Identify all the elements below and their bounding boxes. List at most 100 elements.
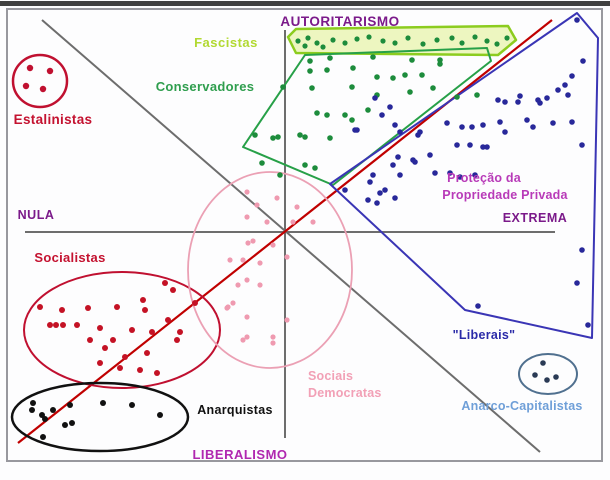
sociais-democratas-dot [270, 340, 276, 346]
liberais-dot [555, 87, 561, 93]
liberais-dot [544, 95, 550, 101]
liberais-dot [377, 190, 383, 196]
socialistas-dot [60, 322, 66, 328]
liberais-dot [579, 247, 585, 253]
fascistas-label: Fascistas [194, 35, 258, 50]
liberais-region-outline [329, 12, 599, 339]
socialistas-dot [87, 337, 93, 343]
fascistas-dot [504, 35, 510, 41]
sociais-democratas-dot [227, 257, 233, 263]
fascistas-dot [459, 40, 465, 46]
sociais-democratas-dot [270, 242, 276, 248]
fascistas-dot [342, 40, 348, 46]
socialistas-dot [37, 304, 43, 310]
sociais-democratas-dot [244, 334, 250, 340]
socialistas-dot [170, 287, 176, 293]
liberais-dot [432, 170, 438, 176]
liberais-dot [517, 93, 523, 99]
liberais-dot [444, 120, 450, 126]
liberais-dot [415, 132, 421, 138]
conservadores-dot [419, 72, 425, 78]
socialistas-dot [97, 360, 103, 366]
conservadores-dot [252, 132, 258, 138]
liberais-dot [392, 122, 398, 128]
anarquistas-dot [29, 407, 35, 413]
sociais-democratas-dot [284, 254, 290, 260]
anarquistas-dot [129, 402, 135, 408]
socialistas-dot [53, 322, 59, 328]
conservadores-dot [309, 85, 315, 91]
conservadores-dot [402, 72, 408, 78]
socialistas-ellipse-outline [23, 271, 221, 389]
socialistas-dot [74, 322, 80, 328]
liberais-dot [579, 142, 585, 148]
anarquistas-dot [69, 420, 75, 426]
estalinistas-circle-outline [11, 53, 69, 109]
conservadores-dot [307, 68, 313, 74]
sociais-democratas-dot [257, 282, 263, 288]
liberais-dot [447, 170, 453, 176]
liberais-label: "Liberais" [453, 328, 516, 342]
protecao-line2-label: Propriedade Privada [442, 188, 568, 202]
socialistas-dot [162, 280, 168, 286]
protecao-line1-label: Proteção da [447, 171, 522, 185]
sociais-line1-label: Sociais [308, 369, 353, 383]
liberais-dot [367, 179, 373, 185]
anarquistas-dot [40, 434, 46, 440]
anarco-capitalistas-dot [553, 374, 559, 380]
liberais-dot [382, 187, 388, 193]
liberais-dot [475, 303, 481, 309]
estalinistas-dot [26, 64, 34, 72]
socialistas-dot [122, 354, 128, 360]
conservadores-dot [302, 162, 308, 168]
liberais-dot [370, 172, 376, 178]
conservadores-dot [349, 84, 355, 90]
sociais-democratas-dot [284, 317, 290, 323]
sociais-democratas-dot [274, 195, 280, 201]
anarquistas-dot [67, 402, 73, 408]
liberais-dot [484, 144, 490, 150]
socialistas-dot [142, 307, 148, 313]
liberais-dot [469, 124, 475, 130]
conservadores-dot [370, 54, 376, 60]
anarquistas-dot [30, 400, 36, 406]
fascistas-dot [434, 37, 440, 43]
conservadores-dot [365, 107, 371, 113]
fascistas-dot [366, 34, 372, 40]
liberais-dot [502, 99, 508, 105]
socialistas-dot [149, 329, 155, 335]
fascistas-dot [314, 40, 320, 46]
conservadores-dot [437, 61, 443, 67]
socialistas-dot [102, 345, 108, 351]
socialistas-dot [117, 365, 123, 371]
liberais-dot [497, 119, 503, 125]
anarco-capitalistas-ellipse-outline [518, 353, 578, 395]
conservadores-region-outline [242, 47, 492, 186]
socialistas-dot [177, 329, 183, 335]
sociais-democratas-dot [244, 277, 250, 283]
conservadores-dot [324, 112, 330, 118]
conservadores-dot [454, 94, 460, 100]
sociais-democratas-dot [224, 305, 230, 311]
anarco-capitalistas-dot [544, 377, 550, 383]
sociais-democratas-dot [230, 300, 236, 306]
sociais-democratas-dot [290, 219, 296, 225]
diagonal-red-line [17, 19, 553, 444]
liberais-dot [569, 119, 575, 125]
fascistas-dot [392, 40, 398, 46]
liberais-dot [392, 195, 398, 201]
diagonal-grey-line [41, 19, 541, 453]
liberais-dot [397, 172, 403, 178]
conservadores-dot [327, 135, 333, 141]
anarco-capitalistas-dot [532, 372, 538, 378]
conservadores-dot [297, 132, 303, 138]
liberais-dot [390, 162, 396, 168]
anarquistas-dot [62, 422, 68, 428]
liberais-dot [580, 58, 586, 64]
liberais-dot [480, 122, 486, 128]
anarquistas-ellipse-outline [10, 381, 190, 453]
liberais-dot [480, 144, 486, 150]
sociais-democratas-dot [250, 238, 256, 244]
liberais-dot [427, 152, 433, 158]
